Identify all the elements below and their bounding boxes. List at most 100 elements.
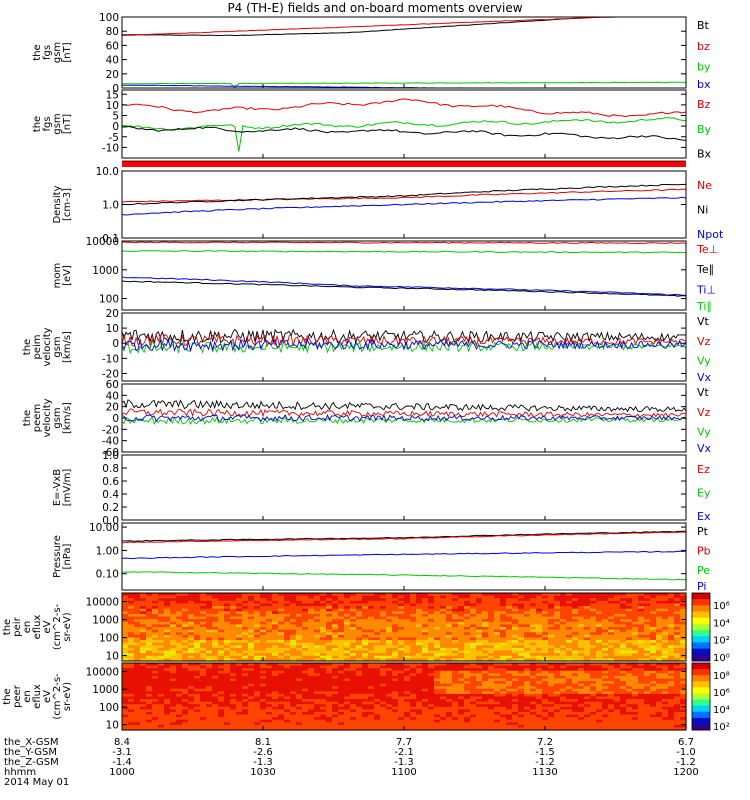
spectrogram-cell [188,629,195,633]
spectrogram-cell [146,621,153,625]
spectrogram-cell [296,673,303,677]
spectrogram-cell [446,673,453,677]
spectrogram-cell [560,670,567,674]
spectrogram-cell [200,658,207,662]
spectrogram-cell [308,595,315,599]
spectrogram-cell [128,637,135,641]
spectrogram-cell [338,642,345,646]
spectrogram-cell [506,719,513,723]
spectrogram-cell [206,595,213,599]
spectrogram-cell [122,696,129,700]
spectrogram-cell [620,658,627,662]
spectrogram-cell [320,686,327,690]
spectrogram-cell [356,616,363,620]
spectrogram-cell [266,722,273,726]
spectrogram-cell [524,686,531,690]
spectrogram-cell [200,714,207,718]
spectrogram-cell [464,606,471,610]
spectrogram-cell [458,627,465,631]
spectrogram-cell [206,683,213,687]
spectrogram-cell [272,691,279,695]
spectrogram-cell [140,678,147,682]
spectrogram-cell [158,665,165,669]
spectrogram-cell [230,637,237,641]
spectrogram-cell [578,658,585,662]
spectrogram-cell [596,621,603,625]
spectrogram-cell [188,640,195,644]
spectrogram-cell [608,645,615,649]
spectrogram-cell [422,681,429,685]
spectrogram-cell [536,681,543,685]
spectrogram-cell [488,608,495,612]
spectrogram-cell [506,616,513,620]
spectrogram-cell [614,632,621,636]
spectrogram-cell [152,714,159,718]
spectrogram-cell [176,642,183,646]
spectrogram-cell [314,621,321,625]
spectrogram-cell [338,711,345,716]
spectrogram-cell [140,683,147,687]
spectrogram-cell [200,693,207,698]
spectrogram-cell [254,624,261,628]
series-line-bz [121,16,686,36]
spectrogram-cell [650,603,657,607]
spectrogram-cell [434,673,441,677]
spectrogram-cell [668,637,675,641]
spectrogram-cell [272,722,279,726]
spectrogram-cell [266,658,273,662]
spectrogram-cell [260,691,267,695]
spectrogram-cell [206,719,213,723]
spectrogram-cell [128,675,135,680]
spectrogram-cell [356,686,363,690]
spectrogram-cell [566,727,573,731]
spectrogram-cell [512,637,519,641]
spectrogram-cell [500,658,507,662]
spectrogram-cell [248,717,255,721]
spectrogram-cell [320,608,327,612]
spectrogram-cell [662,640,669,644]
spectrogram-cell [584,655,591,659]
spectrogram-cell [542,600,549,605]
spectrogram-cell [566,686,573,690]
spectrogram-cell [578,704,585,708]
spectrogram-cell [254,711,261,716]
spectrogram-cell [392,627,399,631]
spectrogram-cell [128,724,135,729]
spectrogram-cell [440,701,447,705]
spectrogram-cell [242,603,249,607]
spectrogram-cell [296,691,303,695]
spectrogram-cell [410,668,417,672]
spectrogram-cell [566,681,573,685]
spectrogram-cell [248,593,255,597]
spectrogram-cell [500,670,507,674]
spectrogram-cell [296,683,303,687]
spectrogram-cell [578,675,585,680]
spectrogram-cell [602,704,609,708]
spectrogram-cell [368,624,375,628]
spectrogram-cell [650,613,657,618]
spectrogram-cell [650,634,657,639]
spectrogram-cell [380,627,387,631]
spectrogram-cell [158,593,165,597]
spectrogram-cell [674,606,681,610]
spectrogram-cell [206,688,213,692]
spectrogram-cell [590,711,597,716]
spectrogram-cell [662,608,669,612]
spectrogram-cell [122,613,129,618]
spectrogram-cell [566,719,573,723]
spectrogram-cell [320,647,327,652]
spectrogram-cell [182,673,189,677]
spectrogram-cell [590,724,597,729]
spectrogram-cell [614,706,621,710]
spectrogram-cell [608,665,615,669]
spectrogram-cell [356,688,363,692]
spectrogram-cell [458,595,465,599]
spectrogram-cell [602,696,609,700]
spectrogram-cell [206,613,213,618]
spectrogram-cell [212,645,219,649]
spectrogram-cell [176,595,183,599]
spectrogram-cell [464,699,471,703]
spectrogram-cell [548,600,555,605]
spectrogram-cell [356,627,363,631]
spectrogram-cell [638,645,645,649]
